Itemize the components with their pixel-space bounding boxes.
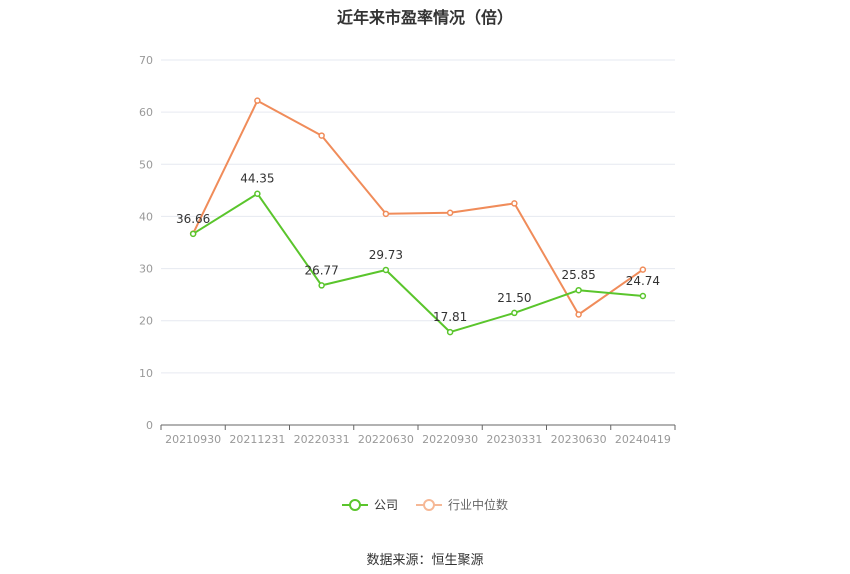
x-tick-label: 20220930 <box>422 433 478 446</box>
data-point[interactable] <box>189 230 197 238</box>
grid-lines <box>161 59 675 374</box>
legend-label-industry-median: 行业中位数 <box>448 498 509 512</box>
data-point[interactable] <box>254 190 261 197</box>
data-point[interactable] <box>575 286 582 294</box>
data-label: 21.50 <box>497 291 531 305</box>
legend-item-industry-median[interactable]: 行业中位数 <box>416 496 508 513</box>
x-tick-label: 20220331 <box>294 433 350 446</box>
series-layer <box>189 97 647 336</box>
series-line-0 <box>192 192 643 334</box>
data-label: 26.77 <box>304 263 338 277</box>
data-label: 25.85 <box>561 268 595 282</box>
data-point[interactable] <box>382 266 390 274</box>
x-tick-label: 20220630 <box>358 433 414 446</box>
data-point[interactable] <box>575 311 582 318</box>
data-point[interactable] <box>446 209 454 217</box>
data-label: 17.81 <box>433 310 467 324</box>
data-label: 24.74 <box>626 274 660 288</box>
y-tick-label: 20 <box>139 315 153 328</box>
legend-item-company[interactable]: 公司 <box>341 496 398 513</box>
x-tick-label: 20210930 <box>165 433 221 446</box>
data-label: 36.66 <box>176 212 210 226</box>
data-labels: 36.66 44.35 26.77 29.73 17.81 21.50 25.85 24.74 <box>176 172 660 324</box>
y-tick-label: 50 <box>139 158 153 171</box>
x-tick-label: 20230331 <box>486 433 542 446</box>
legend: 公司 行业中位数 <box>0 496 850 513</box>
data-point[interactable] <box>254 97 261 104</box>
data-label: 44.35 <box>240 172 274 186</box>
x-tick-label: 20230630 <box>551 433 607 446</box>
x-tick-label: 20240419 <box>615 433 671 446</box>
chart-title: 近年来市盈率情况（倍） <box>336 8 513 27</box>
data-point[interactable] <box>511 200 518 207</box>
data-point[interactable] <box>446 328 454 336</box>
data-label: 29.73 <box>369 248 403 262</box>
legend-line-icon <box>416 498 442 511</box>
series-line-1 <box>192 99 644 316</box>
y-tick-label: 60 <box>139 106 153 119</box>
y-tick-label: 30 <box>139 263 153 276</box>
y-tick-label: 40 <box>139 210 153 223</box>
line-chart: 0 10 20 30 40 50 60 70 20210930 20211231 20220331… <box>139 54 676 446</box>
legend-line-icon <box>341 498 368 511</box>
y-axis: 0 10 20 30 40 50 60 70 <box>139 54 153 432</box>
y-tick-label: 10 <box>139 367 153 380</box>
legend-label-company: 公司 <box>373 498 398 512</box>
data-point[interactable] <box>639 266 647 273</box>
x-tick-label: 20211231 <box>229 433 285 446</box>
y-tick-label: 70 <box>139 54 153 67</box>
y-tick-label: 0 <box>146 419 153 432</box>
data-point[interactable] <box>511 309 518 317</box>
data-point[interactable] <box>639 292 647 300</box>
data-point[interactable] <box>318 132 325 139</box>
data-source: 数据来源：恒生聚源 <box>366 553 484 568</box>
x-axis: 20210930 20211231 20220331 20220630 20220930… <box>160 424 676 446</box>
data-point[interactable] <box>318 282 325 289</box>
data-point[interactable] <box>382 210 390 218</box>
